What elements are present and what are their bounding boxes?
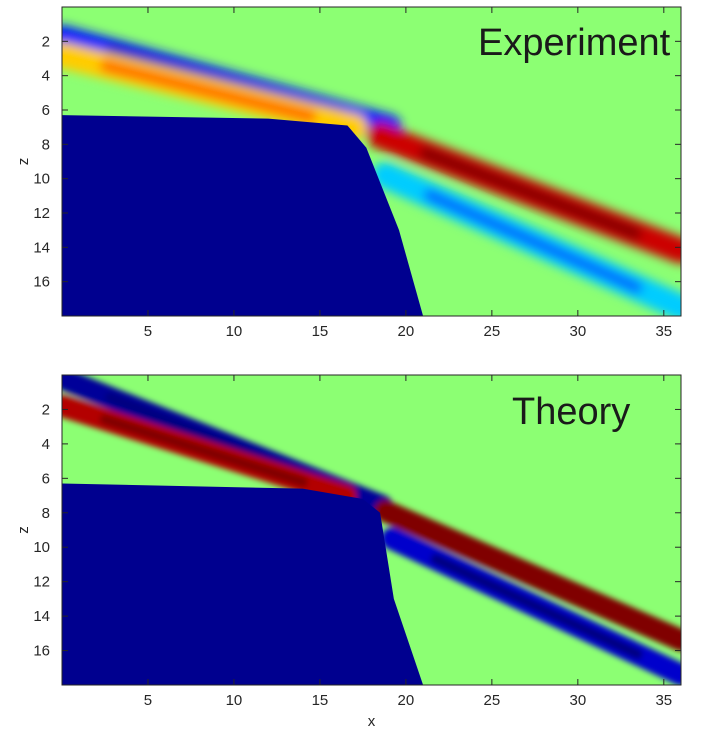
- theory-ylabel: z: [15, 526, 32, 534]
- theory-xtick-label: 25: [484, 692, 501, 709]
- experiment-ylabel: z: [15, 158, 32, 166]
- theory-ytick-label: 8: [42, 505, 50, 522]
- theory-beam-core-2: [424, 525, 642, 626]
- theory-xtick-label: 30: [569, 692, 586, 709]
- experiment-title: Experiment: [478, 22, 671, 64]
- experiment-xtick-label: 15: [312, 323, 329, 340]
- theory-xtick-label: 10: [226, 692, 243, 709]
- experiment-ytick-label: 4: [42, 68, 50, 85]
- theory-obstacle: [62, 483, 424, 685]
- theory-beam-core-3: [430, 554, 643, 660]
- theory-plot-area: [62, 375, 681, 685]
- experiment-beam-core-2: [419, 147, 642, 240]
- theory-xlabel: x: [368, 713, 376, 730]
- experiment-ytick-label: 14: [33, 239, 50, 256]
- experiment-beam-core-1: [99, 60, 317, 123]
- experiment-xtick-label: 10: [226, 323, 243, 340]
- experiment-xtick-label: 5: [144, 323, 152, 340]
- experiment-ytick-label: 2: [42, 33, 50, 50]
- theory-title: Theory: [512, 391, 630, 433]
- experiment-obstacle: [62, 115, 424, 316]
- theory-axes-box: [61, 374, 682, 686]
- experiment-panel: 5 10 15 20 25 30 35 2 4 6 8 10 12 14 16 z Experiment: [15, 6, 682, 340]
- experiment-ytick-label: 16: [33, 274, 50, 291]
- theory-ytick-label: 2: [42, 401, 50, 418]
- theory-panel: 5 10 15 20 25 30 35 2 4 6 8 10 12 14 16 z x Theory: [15, 374, 682, 730]
- theory-ytick-label: 14: [33, 608, 50, 625]
- theory-ytick-label: 4: [42, 436, 50, 453]
- theory-ytick-label: 12: [33, 574, 50, 591]
- experiment-beam-core-3: [423, 189, 643, 294]
- theory-beam-core-1: [99, 414, 309, 488]
- theory-xtick-label: 35: [655, 692, 672, 709]
- experiment-xtick-label: 20: [398, 323, 415, 340]
- experiment-ytick-label: 10: [33, 171, 50, 188]
- experiment-ytick-label: 12: [33, 205, 50, 222]
- theory-xtick-label: 15: [312, 692, 329, 709]
- experiment-xtick-label: 25: [484, 323, 501, 340]
- theory-ytick-label: 16: [33, 643, 50, 660]
- experiment-ytick-label: 8: [42, 136, 50, 153]
- theory-xtick-label: 5: [144, 692, 152, 709]
- theory-ytick-label: 6: [42, 470, 50, 487]
- experiment-xtick-label: 30: [569, 323, 586, 340]
- experiment-plot-area: [62, 7, 681, 316]
- experiment-ytick-label: 6: [42, 102, 50, 119]
- experiment-axes-box: [61, 6, 682, 317]
- experiment-xtick-label: 35: [655, 323, 672, 340]
- theory-ytick-label: 10: [33, 539, 50, 556]
- theory-xtick-label: 20: [398, 692, 415, 709]
